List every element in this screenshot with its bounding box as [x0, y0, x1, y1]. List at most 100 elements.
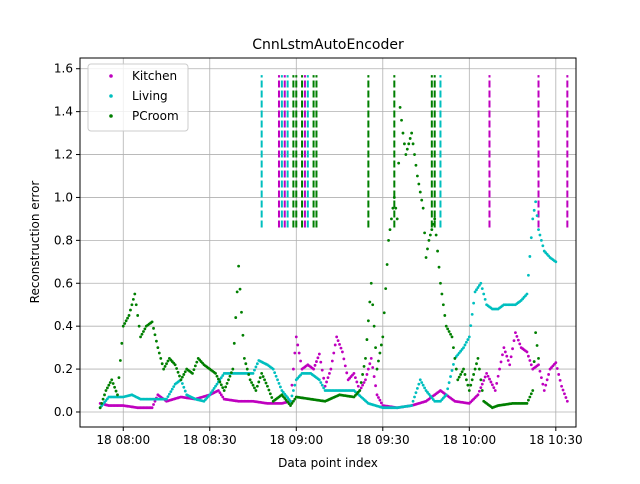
data-point	[564, 396, 568, 399]
data-point	[531, 389, 535, 392]
data-point	[153, 333, 157, 337]
data-point	[166, 359, 170, 363]
data-point	[531, 217, 535, 221]
data-point	[420, 198, 424, 202]
data-point	[270, 396, 274, 399]
data-point	[121, 324, 125, 328]
data-point	[221, 374, 225, 377]
data-point	[322, 376, 326, 380]
x-tick-label: 18 10:00	[442, 433, 496, 447]
data-point	[377, 396, 380, 399]
data-point	[514, 331, 517, 335]
data-point	[405, 147, 409, 151]
data-point	[541, 244, 545, 248]
data-point	[297, 351, 301, 355]
data-point	[162, 367, 166, 371]
data-point	[173, 363, 177, 367]
data-point	[535, 214, 539, 218]
data-point	[341, 350, 344, 354]
data-point	[338, 343, 341, 346]
data-point	[558, 378, 562, 382]
data-point	[454, 367, 458, 371]
data-point	[480, 287, 484, 291]
data-point	[529, 236, 533, 240]
data-point	[355, 380, 359, 384]
data-point	[214, 371, 217, 375]
data-point	[375, 393, 379, 397]
data-point	[325, 380, 328, 384]
data-point	[153, 399, 157, 403]
data-point	[518, 342, 522, 346]
data-point	[480, 389, 484, 392]
data-point	[467, 335, 471, 339]
data-point	[434, 233, 438, 237]
data-point	[150, 406, 154, 410]
data-point	[486, 374, 490, 378]
data-point	[290, 383, 294, 387]
anomaly-lines	[260, 75, 569, 228]
legend-label: Living	[132, 89, 168, 103]
data-point	[267, 388, 271, 392]
data-point	[496, 374, 500, 378]
data-point	[417, 382, 421, 386]
data-point	[398, 105, 402, 109]
data-point	[537, 356, 540, 360]
data-point	[477, 284, 481, 287]
data-point	[477, 367, 481, 371]
legend-marker	[109, 94, 113, 98]
data-point	[538, 233, 542, 237]
data-point	[317, 378, 321, 382]
data-point	[176, 370, 180, 374]
data-point	[413, 395, 416, 399]
data-point	[361, 373, 365, 376]
data-point	[369, 356, 373, 360]
data-point	[100, 402, 104, 405]
data-point	[472, 373, 476, 376]
data-point	[167, 392, 171, 396]
y-tick-label: 0.4	[54, 319, 73, 333]
data-point	[260, 371, 264, 375]
data-point	[342, 357, 346, 361]
data-point	[372, 324, 376, 328]
data-point	[183, 389, 187, 393]
data-point	[527, 273, 530, 277]
data-point	[485, 371, 489, 375]
data-point	[475, 362, 478, 366]
data-point	[534, 200, 538, 204]
data-point	[103, 393, 106, 397]
y-tick-label: 1.6	[54, 62, 73, 76]
data-point	[447, 381, 451, 385]
y-tick-label: 1.0	[54, 190, 73, 204]
data-point	[407, 142, 411, 146]
data-point	[482, 379, 486, 382]
data-point	[142, 330, 145, 333]
data-point	[427, 238, 431, 242]
data-point	[428, 233, 432, 237]
data-point	[244, 362, 248, 366]
data-point	[150, 320, 154, 324]
data-point	[525, 292, 529, 296]
data-point	[371, 303, 375, 307]
data-point	[182, 385, 186, 389]
data-point	[502, 346, 506, 350]
data-point	[408, 137, 412, 140]
data-point	[227, 378, 230, 382]
data-point	[542, 389, 546, 392]
data-point	[385, 263, 389, 266]
data-point	[175, 367, 179, 370]
data-point	[364, 378, 367, 382]
data-point	[316, 356, 320, 360]
data-point	[156, 346, 160, 350]
data-point	[192, 368, 196, 372]
legend-marker	[109, 114, 113, 118]
data-point	[131, 297, 135, 301]
data-point	[250, 381, 253, 384]
data-point	[105, 386, 109, 390]
data-point	[368, 362, 372, 366]
y-axis-label: Reconstruction error	[28, 181, 42, 304]
data-point	[276, 378, 279, 382]
data-point	[483, 375, 487, 379]
data-point	[165, 397, 168, 401]
data-point	[253, 386, 256, 390]
